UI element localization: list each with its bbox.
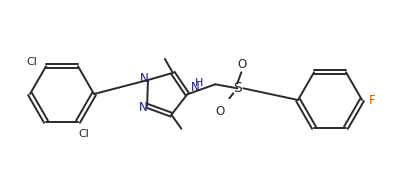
Text: F: F: [369, 94, 375, 106]
Text: O: O: [238, 58, 247, 71]
Text: S: S: [233, 81, 242, 95]
Text: O: O: [216, 105, 225, 118]
Text: Cl: Cl: [78, 129, 89, 139]
Text: N: N: [139, 101, 147, 114]
Text: N: N: [140, 72, 148, 84]
Text: H: H: [195, 78, 204, 88]
Text: Cl: Cl: [27, 57, 38, 67]
Text: N: N: [191, 81, 200, 94]
